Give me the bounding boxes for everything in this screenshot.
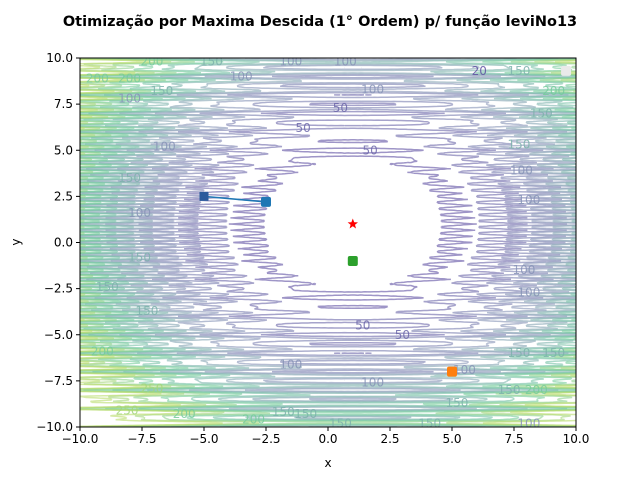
x-tick-label-2: −5.0 [189,432,218,446]
contour-label-17: 150 [96,280,119,294]
contour-label-20: 250 [140,381,163,395]
contour-label-7: 150 [200,55,223,69]
y-tick-label-8: 10.0 [46,51,73,65]
x-tick-label-0: −10.0 [62,432,99,446]
path-line-0 [203,195,267,203]
contour-level-1 [177,94,528,355]
contour-label-21: 200 [173,407,196,421]
contour-label-31: 150 [446,396,469,410]
contour-label-11: 100 [118,92,141,106]
contour-label-38: 100 [517,285,540,299]
contour-label-23: 250 [116,403,139,417]
contour-label-33: 150 [498,383,521,397]
contour-label-36: 200 [525,383,548,397]
y-tick-label-7: 7.5 [54,97,73,111]
contour-label-35: 150 [542,346,565,360]
contour-label-16: 150 [128,250,151,264]
point-marker-1 [199,191,209,201]
contour-label-13: 100 [153,140,176,154]
y-tick-label-1: −7.5 [44,374,73,388]
contour-label-26: 100 [279,357,302,371]
contour-label-32: 150 [418,416,441,430]
x-tick-label-4: 0.0 [318,432,337,446]
contour-label-8: 200 [140,55,163,69]
y-tick-label-3: −2.5 [44,282,73,296]
contour-label-5: 100 [279,55,302,69]
x-tick-label-7: 7.5 [504,432,523,446]
contour-label-44: 150 [508,64,531,78]
y-axis: −10.0 −7.5 −5.0 −2.5 0.0 2.5 5.0 7.5 10.0 [36,51,80,434]
y-tick-label-6: 5.0 [54,143,73,157]
x-axis-label: x [324,456,331,470]
contour-lines [80,58,576,427]
contour-label-6: 100 [334,55,357,69]
contour-label-4: 100 [230,69,253,83]
contour-label-9: 200 [118,71,141,85]
contour-label-47: 150 [294,407,317,421]
point-marker-3 [447,366,457,377]
contour-level-0 [228,139,477,310]
data-series [199,65,572,377]
contour-labels: 50 50 50 100 100 100 100 150 200 200 150 100 200 100 1… [86,55,565,430]
contour-label-30: 100 [453,363,476,377]
point-marker-5 [561,65,572,76]
x-tick-label-1: −7.5 [127,432,156,446]
contour-label-0: 50 [296,121,311,135]
y-axis-label: y [9,238,23,245]
x-tick-label-6: 5.0 [442,432,461,446]
contour-label-40: 100 [517,193,540,207]
contour-label-19: 200 [91,344,114,358]
contour-label-24: 200 [242,413,265,427]
contour-label-27: 100 [361,376,384,390]
chart-title: Otimização por Maxima Descida (1° Ordem)… [63,14,577,30]
contour-label-37: 100 [517,416,540,430]
contour-label-14: 150 [118,171,141,185]
y-tick-label-2: −5.0 [44,328,73,342]
contour-label-3: 100 [361,82,384,96]
point-marker-2 [261,196,271,207]
contour-level-2 [138,67,568,382]
x-tick-label-3: −2.5 [251,432,280,446]
x-tick-label-8: 10.0 [563,432,590,446]
contour-label-2: 50 [333,101,348,115]
contour-level-10 [80,58,576,427]
point-marker-4 [347,255,358,266]
contour-label-28: 50 [355,319,370,333]
contour-label-41: 100 [510,164,533,178]
x-tick-label-5: 2.5 [380,432,399,446]
y-tick-label-4: 0.0 [54,236,73,250]
contour-level-3 [105,58,576,401]
contour-label-42: 150 [530,106,553,120]
contour-label-46: 20 [472,64,487,78]
contour-label-15: 100 [128,206,151,220]
contour-label-22: 150 [272,405,295,419]
contour-label-34: 150 [508,346,531,360]
y-tick-label-0: −10.0 [36,420,73,434]
contour-label-39: 100 [512,263,535,277]
contour-label-29: 50 [395,328,410,342]
contour-label-1: 50 [363,143,378,157]
x-axis: −10.0 −7.5 −5.0 −2.5 0.0 2.5 5.0 7.5 10.0 [62,427,590,446]
contour-label-45: 200 [542,84,565,98]
point-star-6 [347,218,358,229]
contour-label-25: 150 [329,416,352,430]
contour-label-43: 150 [508,138,531,152]
contour-label-18: 150 [136,304,159,318]
y-tick-label-5: 2.5 [54,189,73,203]
contour-label-12: 200 [86,71,109,85]
contour-label-10: 150 [150,84,173,98]
